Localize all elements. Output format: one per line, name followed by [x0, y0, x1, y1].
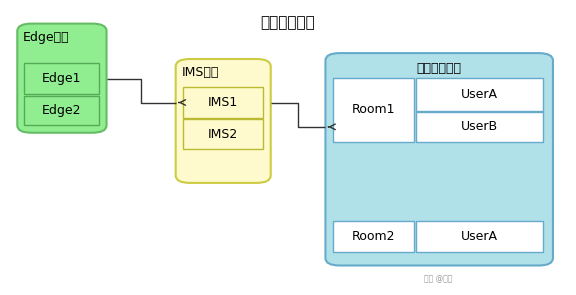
FancyBboxPatch shape [325, 53, 553, 266]
Text: IMS2: IMS2 [208, 128, 238, 141]
Bar [183, 119, 263, 149]
Bar [416, 221, 543, 252]
Text: IMS1: IMS1 [208, 96, 238, 109]
Bar [24, 96, 99, 125]
Text: UserB: UserB [461, 120, 498, 133]
Text: IMS列表: IMS列表 [181, 66, 219, 79]
Text: 知乎 @环信: 知乎 @环信 [423, 274, 452, 283]
FancyBboxPatch shape [176, 59, 271, 183]
Text: Room1: Room1 [351, 103, 395, 117]
FancyBboxPatch shape [17, 24, 107, 133]
Text: 固定路由分发: 固定路由分发 [260, 15, 316, 30]
Text: UserA: UserA [461, 230, 498, 243]
Bar [416, 112, 543, 142]
Bar [416, 78, 543, 111]
Bar [333, 78, 414, 142]
Bar [333, 221, 414, 252]
Bar [183, 87, 263, 118]
Text: 聊天室下一级: 聊天室下一级 [416, 62, 462, 75]
Bar [24, 63, 99, 94]
Text: Edge列表: Edge列表 [23, 31, 70, 44]
Text: Room2: Room2 [351, 230, 395, 243]
Text: Edge1: Edge1 [42, 72, 81, 86]
Text: UserA: UserA [461, 88, 498, 101]
Text: Edge2: Edge2 [42, 104, 81, 117]
